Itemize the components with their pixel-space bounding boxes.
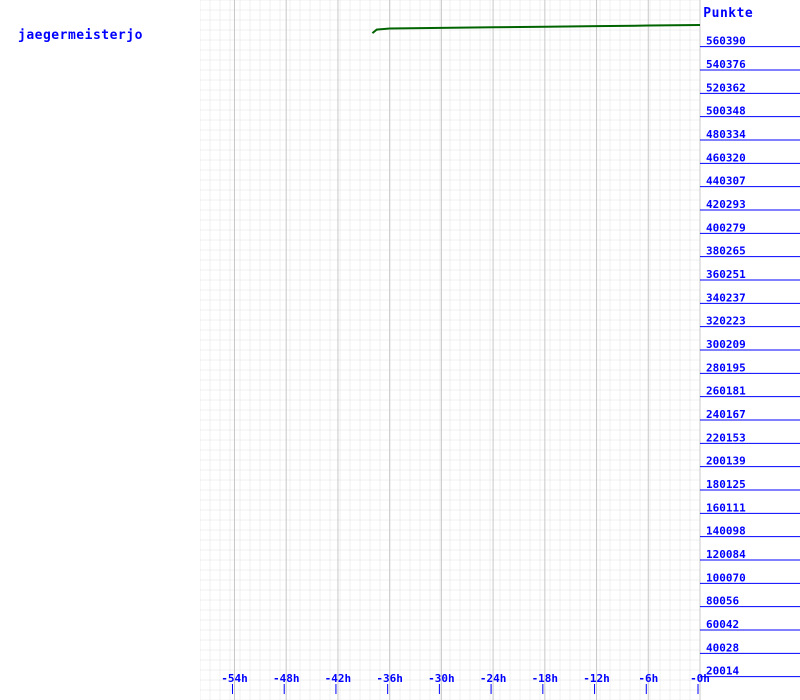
y-tick-label: 500348 bbox=[706, 105, 746, 118]
y-tick-label: 300209 bbox=[706, 338, 746, 351]
y-tick-label: 180125 bbox=[706, 478, 746, 491]
y-tick-label: 120084 bbox=[706, 548, 746, 561]
x-tick-label: -36h bbox=[376, 672, 403, 685]
y-tick-label: 520362 bbox=[706, 81, 746, 94]
y-tick-label: 400279 bbox=[706, 221, 746, 234]
username-label: jaegermeisterjo bbox=[18, 28, 143, 43]
x-tick-label: -12h bbox=[583, 672, 610, 685]
y-tick-label: 240167 bbox=[706, 408, 746, 421]
y-tick-label: 40028 bbox=[706, 641, 739, 654]
y-tick-label: 140098 bbox=[706, 525, 746, 538]
y-tick-label: 460320 bbox=[706, 151, 746, 164]
x-tick-label: -42h bbox=[325, 672, 352, 685]
y-tick-label: 440307 bbox=[706, 175, 746, 188]
x-tick-label: -54h bbox=[221, 672, 248, 685]
y-tick-label: 200139 bbox=[706, 455, 746, 468]
chart-area: 20014 40028 60042 80056 100070 120084 140098 16… bbox=[200, 0, 800, 700]
y-tick-label: 260181 bbox=[706, 385, 746, 398]
y-tick-label: 540376 bbox=[706, 58, 746, 71]
y-tick-label: 20014 bbox=[706, 665, 739, 678]
y-tick-label: 560390 bbox=[706, 35, 746, 48]
y-tick-label: 320223 bbox=[706, 315, 746, 328]
y-tick-label: 280195 bbox=[706, 361, 746, 374]
x-tick-label: -24h bbox=[480, 672, 507, 685]
y-tick-label: 360251 bbox=[706, 268, 746, 281]
x-tick-label: -30h bbox=[428, 672, 455, 685]
y-tick-label: 380265 bbox=[706, 245, 746, 258]
y-tick-label: 100070 bbox=[706, 571, 746, 584]
x-tick-label: -6h bbox=[638, 672, 658, 685]
y-tick-label: 220153 bbox=[706, 431, 746, 444]
x-tick-label: -48h bbox=[273, 672, 300, 685]
x-tick-label: -0h bbox=[690, 672, 710, 685]
y-tick-label: 60042 bbox=[706, 618, 739, 631]
y-tick-label: 80056 bbox=[706, 595, 739, 608]
line-chart: 20014 40028 60042 80056 100070 120084 140098 16… bbox=[200, 0, 800, 700]
y-tick-label: 480334 bbox=[706, 128, 746, 141]
y-tick-label: 340237 bbox=[706, 291, 746, 304]
y-tick-label: 160111 bbox=[706, 501, 746, 514]
y-tick-label: 420293 bbox=[706, 198, 746, 211]
x-tick-label: -18h bbox=[532, 672, 559, 685]
